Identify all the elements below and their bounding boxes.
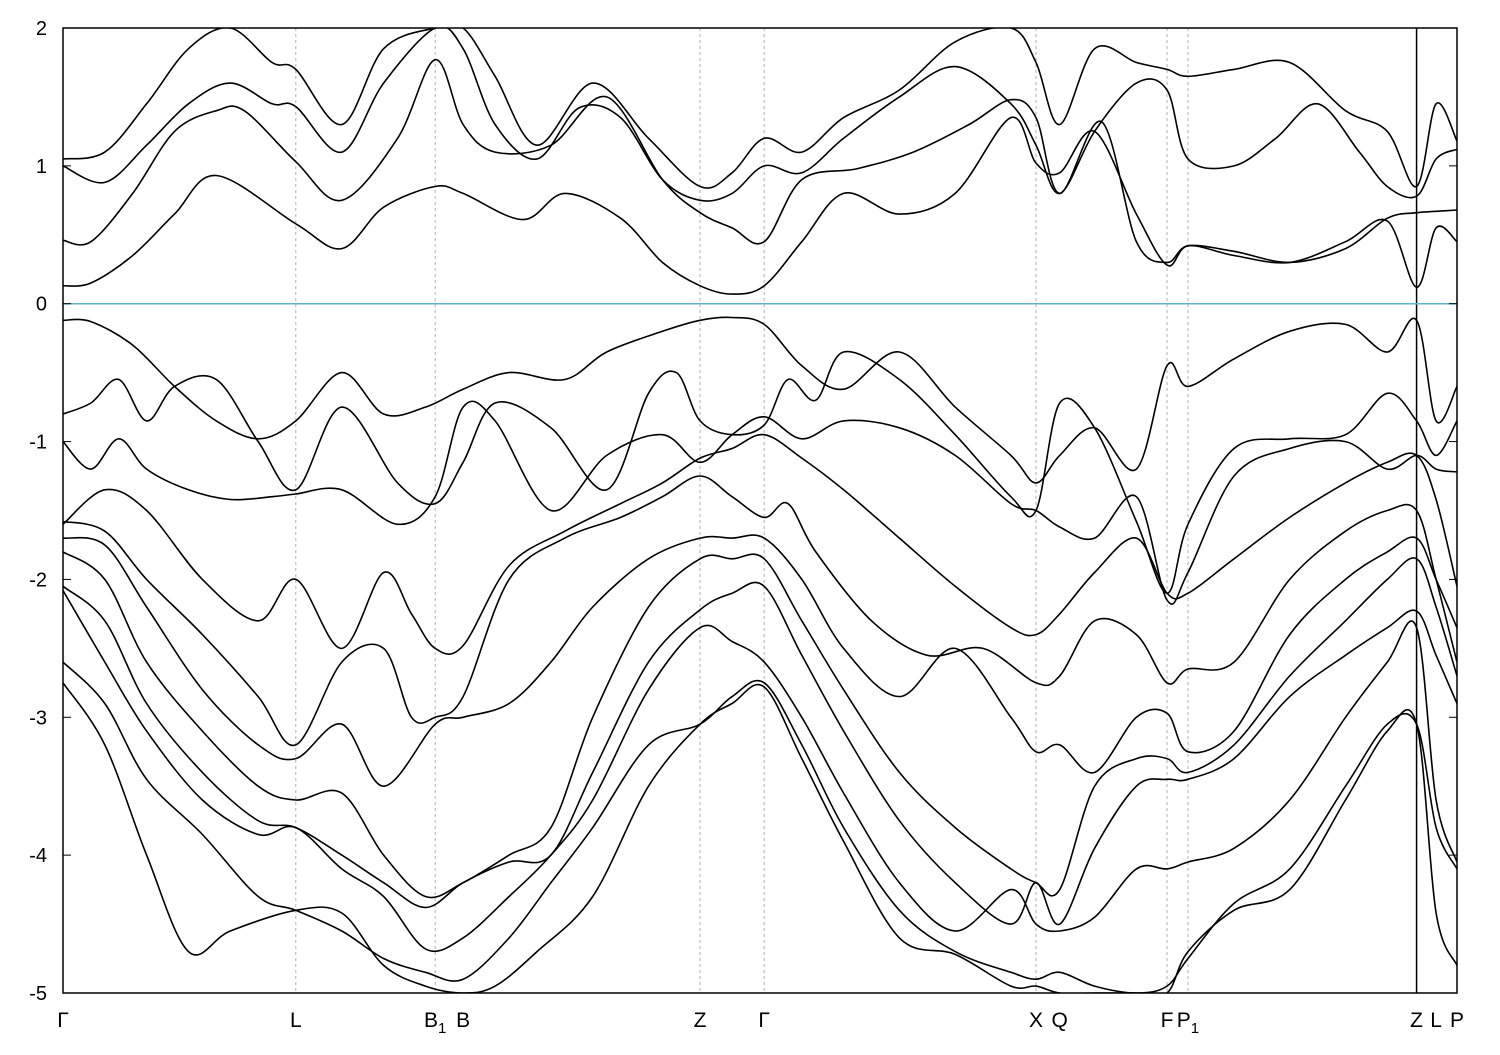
- y-tick-label: 1: [36, 156, 47, 178]
- band-line-6: [63, 350, 1457, 595]
- x-tick-label: B1: [424, 1009, 446, 1037]
- x-tick-label: F: [1161, 1009, 1174, 1032]
- band-line-7: [63, 400, 1457, 605]
- band-line-3: [63, 28, 1457, 202]
- y-tick-label: 0: [36, 294, 47, 316]
- x-tick-label: Z: [1410, 1009, 1423, 1032]
- band-line-9: [63, 475, 1457, 747]
- band-line-1: [63, 116, 1457, 295]
- band-line-2: [63, 58, 1457, 264]
- band-line-12: [63, 581, 1457, 925]
- band-line-8: [63, 433, 1457, 655]
- y-tick-label: -2: [29, 569, 47, 591]
- x-tick-label: L: [290, 1009, 302, 1032]
- x-tick-label: P1: [1177, 1009, 1199, 1037]
- band-line-4: [63, 28, 1457, 189]
- plot-border: [62, 27, 1458, 994]
- x-tick-label: Z: [694, 1009, 707, 1032]
- band-line-10: [63, 534, 1457, 787]
- x-tick-label: Γ: [57, 1009, 69, 1032]
- x-tick-label: Q: [1052, 1009, 1068, 1032]
- x-axis: Γ L B1 B Z Γ X Q F P1 Z L P: [57, 1009, 1464, 1037]
- bands: [63, 28, 1457, 993]
- x-tick-label: B: [456, 1009, 470, 1032]
- y-tick-label: 2: [36, 18, 47, 40]
- band-line-13: [63, 590, 1457, 953]
- y-tick-label: -1: [29, 432, 47, 454]
- y-tick-label: -4: [29, 845, 47, 867]
- x-tick-label: P: [1450, 1009, 1464, 1032]
- band-line-15: [63, 682, 1457, 993]
- plot-frame: [62, 27, 1458, 994]
- x-tick-label: X: [1029, 1009, 1043, 1032]
- y-tick-label: -3: [29, 707, 47, 729]
- x-tick-label: Γ: [758, 1009, 770, 1032]
- band-line-11: [63, 551, 1457, 899]
- x-tick-label: L: [1430, 1009, 1442, 1032]
- y-tick-label: -5: [29, 983, 47, 1005]
- band-line-14: [63, 661, 1457, 993]
- y-axis: -5 -4 -3 -2 -1 0 1 2: [29, 18, 1457, 1005]
- band-line-5: [63, 316, 1457, 484]
